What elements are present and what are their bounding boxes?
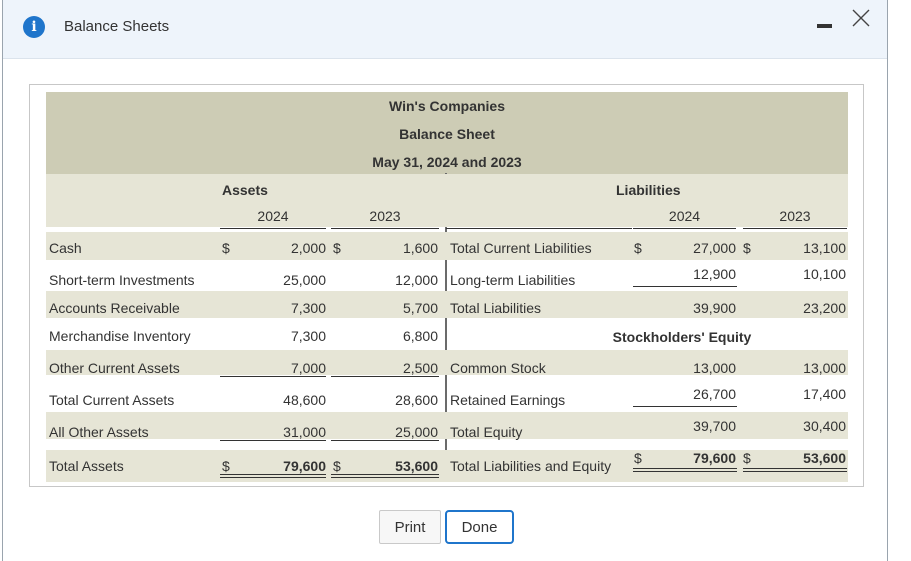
liability-equity-value-2023: 17,400 [803,386,846,402]
liability-equity-label: Long-term Liabilities [450,272,576,288]
liability-equity-value-2024: 13,000 [693,360,736,376]
dollar-sign: $ [634,450,642,466]
asset-label: All Other Assets [49,424,149,440]
year-underline [633,228,736,229]
statement-date: May 31, 2024 and 2023 [372,154,522,170]
liability-equity-value-2024: 79,600 [693,450,736,466]
liabilities-header-underline [446,228,632,229]
total-double-underline [331,474,439,478]
asset-value-2023: 1,600 [402,240,438,256]
dollar-sign: $ [333,458,341,474]
liability-equity-label: Common Stock [450,360,546,376]
section-header-band [46,174,848,200]
year-header: 2023 [369,208,401,224]
asset-label: Cash [49,240,82,256]
year-header: 2024 [257,208,289,224]
liability-equity-value-2024: 27,000 [693,240,736,256]
asset-value-2024: 79,600 [283,458,326,474]
liability-equity-value-2023: 13,000 [803,360,846,376]
asset-value-2023: 6,800 [402,328,438,344]
asset-value-2024: 7,300 [290,300,326,316]
assets-header: Assets [222,182,268,198]
balance-sheet-panel: Win's Companies Balance Sheet May 31, 20… [29,84,864,487]
statement-title: Balance Sheet [399,126,495,142]
asset-value-2024: 7,000 [290,360,326,376]
year-underline [220,228,326,229]
balance-sheets-dialog: i Balance Sheets Win's Companies Balance… [2,0,888,561]
asset-label: Short-term Investments [49,272,195,288]
asset-value-2024: 25,000 [283,272,326,288]
subtotal-underline [331,376,439,377]
dollar-sign: $ [743,240,751,256]
asset-value-2023: 28,600 [395,392,438,408]
dollar-sign: $ [634,240,642,256]
total-double-underline [220,474,326,478]
row-band [46,350,848,375]
asset-value-2023: 2,500 [402,360,438,376]
row-band [46,291,848,318]
liability-equity-label: Retained Earnings [450,392,566,408]
asset-value-2023: 25,000 [395,424,438,440]
asset-value-2023: 5,700 [402,300,438,316]
liability-equity-value-2023: 10,100 [803,266,846,282]
asset-value-2024: 7,300 [290,328,326,344]
dialog-titlebar: i Balance Sheets [3,0,887,59]
subtotal-underline [633,406,737,407]
dollar-sign: $ [743,450,751,466]
close-icon[interactable] [851,8,871,28]
liability-equity-label: Total Equity [450,424,523,440]
subtotal-underline [220,376,326,377]
company-name: Win's Companies [389,98,505,114]
print-button[interactable]: Print [379,510,441,544]
liability-equity-value-2024: 26,700 [693,386,736,402]
minimize-icon[interactable] [817,20,833,32]
row-band [46,450,848,482]
total-double-underline [743,468,847,472]
liability-equity-value-2023: 53,600 [803,450,846,466]
row-band [46,412,848,439]
table-header-band [46,92,848,174]
asset-value-2023: 53,600 [395,458,438,474]
year-header-band [46,200,848,227]
liabilities-header: Liabilities [616,182,681,198]
asset-value-2024: 2,000 [290,240,326,256]
subtotal-underline [633,286,737,287]
equity-header: Stockholders' Equity [612,329,752,345]
liability-equity-value-2023: 23,200 [803,300,846,316]
info-icon: i [23,16,45,38]
balance-sheet-table: Win's Companies Balance Sheet May 31, 20… [46,92,848,482]
subtotal-underline [331,440,439,441]
asset-value-2023: 12,000 [395,272,438,288]
asset-label: Merchandise Inventory [49,328,191,344]
dollar-sign: $ [333,240,341,256]
year-header: 2023 [779,208,811,224]
year-header: 2024 [668,208,701,224]
total-double-underline [633,468,737,472]
liability-equity-value-2024: 12,900 [693,266,736,282]
liability-equity-value-2023: 30,400 [803,418,846,434]
year-underline [331,228,439,229]
liability-equity-label: Total Liabilities and Equity [450,458,612,474]
liability-equity-value-2024: 39,700 [693,418,736,434]
column-divider [445,173,447,481]
asset-label: Other Current Assets [49,360,180,376]
liability-equity-value-2024: 39,900 [693,300,736,316]
liability-equity-value-2023: 13,100 [803,240,846,256]
asset-value-2024: 31,000 [283,424,326,440]
liability-equity-label: Total Current Liabilities [450,240,592,256]
year-underline [743,228,847,229]
done-button[interactable]: Done [445,510,514,544]
asset-label: Total Assets [49,458,124,474]
row-band [46,232,848,260]
asset-value-2024: 48,600 [283,392,326,408]
liability-equity-label: Total Liabilities [450,300,542,316]
asset-label: Total Current Assets [49,392,175,408]
dollar-sign: $ [222,240,230,256]
subtotal-underline [220,440,326,441]
dialog-title: Balance Sheets [64,18,170,35]
dollar-sign: $ [222,458,230,474]
asset-label: Accounts Receivable [49,300,180,316]
